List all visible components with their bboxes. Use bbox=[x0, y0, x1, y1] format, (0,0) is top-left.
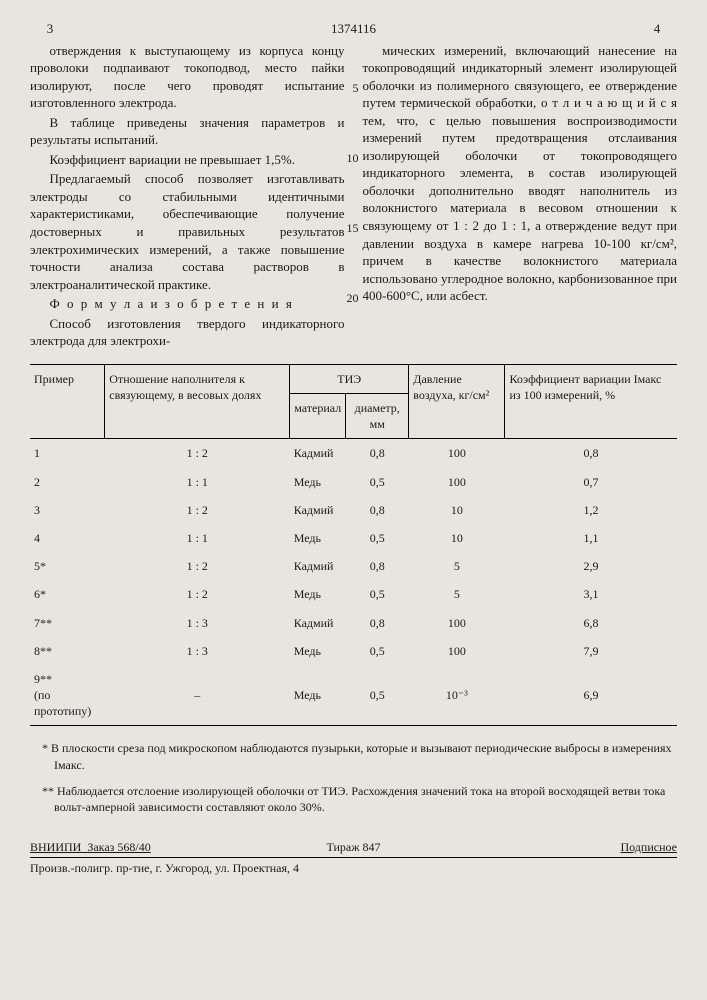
page-header: 3 1374116 4 bbox=[30, 20, 677, 38]
para: В таблице приведены значения параметров … bbox=[30, 114, 345, 149]
text-columns: отверждения к выступающему из корпуса ко… bbox=[30, 42, 677, 352]
th-pressure: Давление воздуха, кг/см² bbox=[409, 364, 505, 439]
imprint-tiraz: Тираж 847 bbox=[224, 839, 483, 855]
imprint-line1: ВНИИПИ Заказ 568/40 Тираж 847 Подписное bbox=[30, 839, 677, 858]
data-table: Пример Отношение наполнителя к связующем… bbox=[30, 364, 677, 727]
para: Способ изготовления твердого индикаторно… bbox=[30, 315, 345, 350]
footnote: ** Наблюдается отслоение изолирующей обо… bbox=[30, 783, 677, 815]
footnotes: * В плоскости среза под микроскопом набл… bbox=[30, 740, 677, 815]
table-row: 9**(по прототипу) – Медь 0,5 10⁻³ 6,9 bbox=[30, 665, 677, 726]
page-left: 3 bbox=[30, 20, 70, 38]
table-row: 11 : 2Кадмий0,81000,8 bbox=[30, 439, 677, 468]
th-tie: ТИЭ bbox=[290, 364, 409, 393]
right-column: мических измерений, включающий нанесение… bbox=[363, 42, 678, 352]
imprint-sub: Подписное bbox=[483, 839, 677, 855]
para: отверждения к выступающему из корпуса ко… bbox=[30, 42, 345, 112]
para: мических измерений, включающий нанесение… bbox=[363, 42, 678, 305]
imprint-org: ВНИИПИ Заказ 568/40 bbox=[30, 839, 224, 855]
line-num: 15 bbox=[347, 220, 359, 236]
table-row: 41 : 1Медь0,5101,1 bbox=[30, 524, 677, 552]
table-row: 31 : 2Кадмий0,8101,2 bbox=[30, 496, 677, 524]
table-row: 6*1 : 2Медь0,553,1 bbox=[30, 580, 677, 608]
th-example: Пример bbox=[30, 364, 105, 439]
th-diameter: диаметр, мм bbox=[346, 394, 409, 439]
imprint: ВНИИПИ Заказ 568/40 Тираж 847 Подписное … bbox=[30, 839, 677, 876]
line-num: 5 bbox=[353, 80, 359, 96]
table-row: 21 : 1Медь0,51000,7 bbox=[30, 468, 677, 496]
table-row: 8**1 : 3Медь0,51007,9 bbox=[30, 637, 677, 665]
th-coeff: Коэффициент вариации Iмакс из 100 измере… bbox=[505, 364, 677, 439]
page-right: 4 bbox=[637, 20, 677, 38]
imprint-addr: Произв.-полигр. пр-тие, г. Ужгород, ул. … bbox=[30, 860, 677, 876]
formula-title: Ф о р м у л а и з о б р е т е н и я bbox=[30, 295, 345, 313]
th-material: материал bbox=[290, 394, 346, 439]
line-num: 10 bbox=[347, 150, 359, 166]
left-column: отверждения к выступающему из корпуса ко… bbox=[30, 42, 345, 352]
table-body: 11 : 2Кадмий0,81000,8 21 : 1Медь0,51000,… bbox=[30, 439, 677, 726]
th-ratio: Отношение наполнителя к связующему, в ве… bbox=[105, 364, 290, 439]
line-num: 20 bbox=[347, 290, 359, 306]
para: Коэффициент вариации не превышает 1,5%. bbox=[30, 151, 345, 169]
para: Предлагаемый способ позволяет изготавлив… bbox=[30, 170, 345, 293]
table-row: 5*1 : 2Кадмий0,852,9 bbox=[30, 552, 677, 580]
table-row: 7**1 : 3Кадмий0,81006,8 bbox=[30, 609, 677, 637]
footnote: * В плоскости среза под микроскопом набл… bbox=[30, 740, 677, 772]
document-number: 1374116 bbox=[70, 20, 637, 38]
